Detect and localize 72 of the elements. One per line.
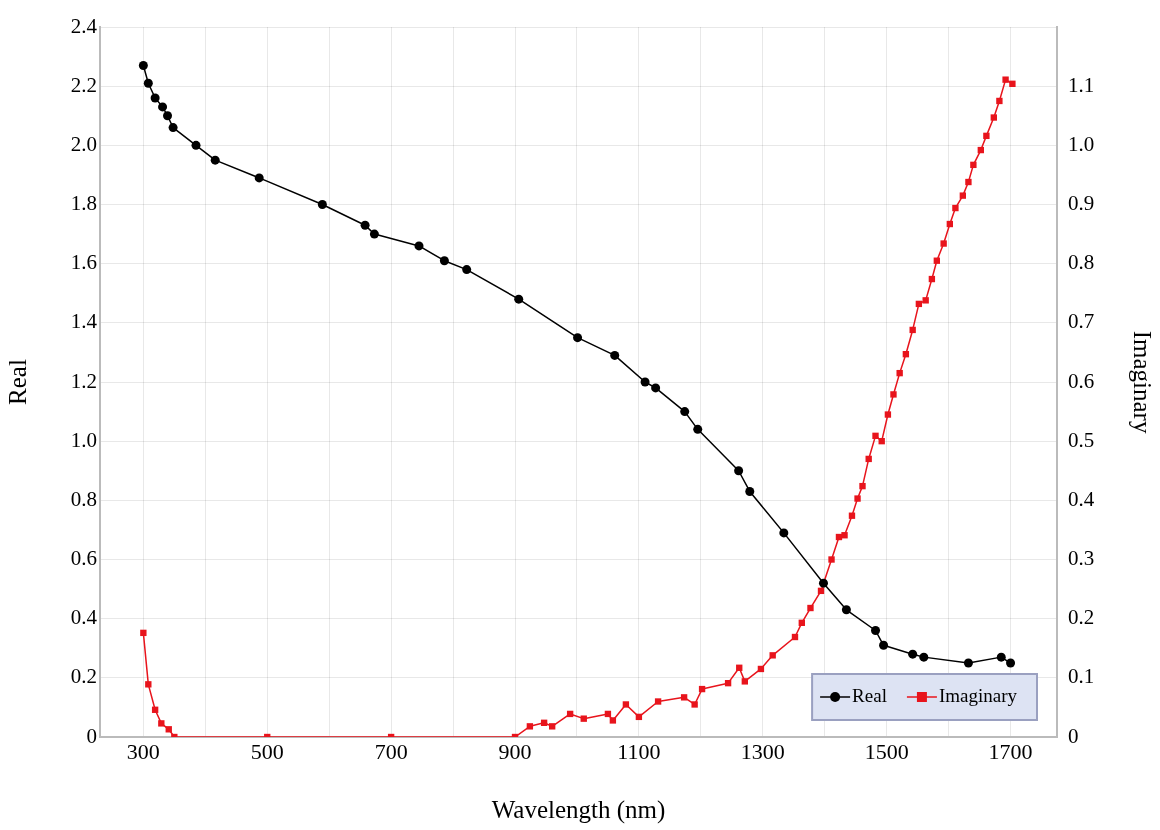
y2-tick-label: 0.8 (1068, 250, 1095, 275)
point (514, 294, 524, 304)
point (414, 241, 424, 251)
point (610, 350, 620, 360)
legend-label: Real (852, 684, 887, 706)
x-tick-label: 300 (126, 738, 160, 764)
y-tick-label: 0.6 (70, 546, 97, 571)
x-tick-label: 1500 (864, 738, 909, 764)
point (369, 229, 379, 239)
point (360, 220, 370, 230)
y-tick-label: 1.0 (70, 427, 97, 452)
y2-tick-label: 0.4 (1068, 486, 1095, 511)
point (317, 200, 327, 209)
x-axis-title: Wavelength (nm) (491, 795, 666, 824)
point (651, 383, 661, 393)
y2-tick-label: 0.6 (1068, 368, 1095, 393)
y-tick-label: 1.6 (70, 250, 97, 275)
point (138, 60, 148, 70)
point (680, 407, 690, 417)
y2-tick-label: 0.5 (1068, 427, 1095, 452)
point (640, 377, 650, 387)
point (779, 528, 789, 538)
y-tick-label: 0 (86, 723, 97, 748)
y-tick-label: 1.2 (70, 368, 97, 393)
point (734, 466, 744, 476)
point (168, 123, 178, 133)
point (462, 265, 472, 275)
y2-tick-label: 0.3 (1068, 546, 1095, 571)
point (254, 173, 264, 183)
y2-tick-label: 0 (1068, 723, 1079, 748)
point (573, 333, 583, 343)
x-tick-label: 1700 (988, 738, 1033, 764)
y-tick-label: 0.2 (70, 664, 97, 689)
point (150, 93, 160, 103)
y-tick-label: 1.8 (70, 191, 97, 216)
x-tick-label: 500 (250, 738, 284, 764)
x-tick-label: 900 (498, 738, 532, 764)
legend-label: Imaginary (938, 684, 1018, 706)
y-tick-label: 1.4 (70, 309, 98, 334)
point (191, 140, 201, 150)
y2-tick-label: 0.7 (1068, 309, 1095, 334)
y2-tick-label: 1.1 (1068, 72, 1095, 97)
point (818, 578, 828, 588)
point (1006, 658, 1016, 668)
point (841, 605, 851, 615)
y2-tick-label: 0.1 (1068, 664, 1095, 689)
point (919, 652, 929, 662)
point (439, 256, 449, 266)
y-tick-label: 2.2 (70, 72, 97, 97)
y2-tick-label: 0.9 (1068, 191, 1095, 216)
point (996, 652, 1006, 662)
y-tick-label: 2.0 (70, 131, 97, 156)
point (158, 102, 168, 112)
y-tick-label: 0.4 (70, 605, 98, 630)
x-tick-label: 700 (374, 738, 408, 764)
y2-tick-label: 0.2 (1068, 605, 1095, 630)
y-tick-label: 2.4 (70, 13, 98, 38)
x-tick-label: 1300 (740, 738, 785, 764)
point (693, 424, 703, 434)
point (908, 649, 918, 659)
y2-axis-title: Imaginary (1129, 330, 1157, 434)
point (163, 111, 173, 121)
x-tick-label: 1100 (617, 738, 661, 764)
y-axis-title: Real (3, 359, 31, 405)
point (871, 626, 881, 635)
point (143, 78, 153, 88)
y2-tick-label: 1.0 (1068, 131, 1095, 156)
point (963, 658, 973, 668)
y-tick-label: 0.8 (70, 486, 97, 511)
point (745, 486, 755, 496)
point (210, 155, 220, 165)
point (879, 640, 889, 650)
